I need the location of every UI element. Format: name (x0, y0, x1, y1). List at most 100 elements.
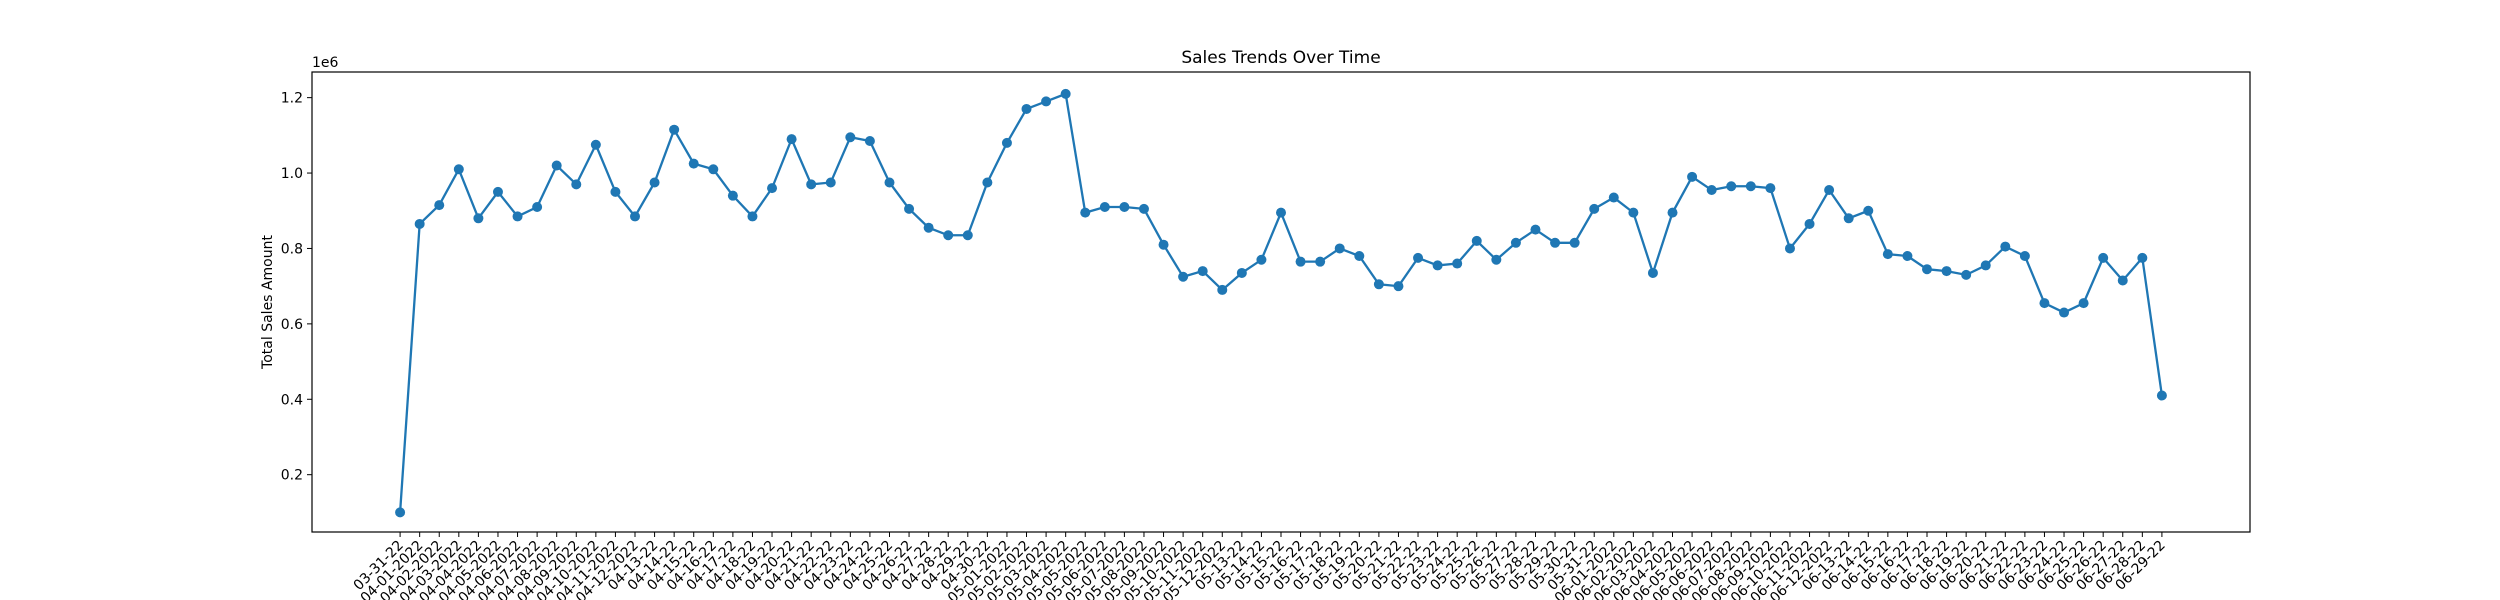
marker (864, 136, 875, 146)
marker (590, 139, 601, 150)
marker (2078, 298, 2089, 309)
marker (1647, 267, 1658, 278)
marker (1178, 271, 1189, 282)
marker (2059, 307, 2070, 318)
marker (1530, 224, 1541, 235)
marker (1843, 213, 1854, 224)
marker (1354, 251, 1365, 261)
marker (1863, 205, 1874, 216)
marker (473, 213, 484, 224)
marker (1784, 243, 1795, 254)
marker (1589, 203, 1600, 214)
marker (2019, 251, 2030, 261)
marker (943, 230, 954, 241)
marker (1119, 201, 1130, 212)
marker (1902, 251, 1913, 261)
marker (2137, 252, 2148, 263)
marker (982, 177, 993, 188)
marker (1236, 267, 1247, 278)
marker (532, 201, 543, 212)
marker (1041, 96, 1052, 107)
y-tick-label: 0.6 (281, 317, 303, 333)
marker (2098, 252, 2109, 263)
y-offset-label: 1e6 (312, 55, 339, 71)
y-tick-label: 0.8 (281, 241, 303, 257)
marker (884, 177, 895, 188)
marker (1491, 254, 1502, 265)
marker (727, 190, 738, 201)
marker (1706, 185, 1717, 196)
marker (1413, 252, 1424, 263)
marker (1295, 256, 1306, 267)
marker (1804, 218, 1815, 229)
marker (1276, 207, 1286, 218)
marker (1922, 264, 1932, 275)
y-tick-label: 1.0 (281, 166, 303, 182)
marker (1021, 103, 1032, 114)
marker (2000, 241, 2011, 252)
marker (1099, 201, 1110, 212)
marker (1569, 237, 1580, 248)
marker (414, 218, 425, 229)
line (398, 92, 2164, 513)
marker (669, 124, 680, 135)
marker (1471, 235, 1482, 246)
marker (845, 132, 856, 143)
marker (1334, 243, 1345, 254)
marker (1726, 181, 1737, 192)
marker (1060, 88, 1071, 99)
marker (1824, 185, 1835, 196)
marker (395, 507, 406, 518)
marker (1961, 269, 1972, 280)
marker (825, 177, 836, 188)
marker (610, 186, 621, 197)
marker (806, 179, 817, 190)
marker (1745, 181, 1756, 192)
marker (1687, 171, 1698, 182)
marker (1217, 284, 1228, 295)
marker (1765, 183, 1776, 194)
plot-frame (311, 71, 2251, 533)
marker (962, 230, 973, 241)
marker (1393, 281, 1404, 292)
marker (1080, 207, 1091, 218)
marker (512, 211, 523, 222)
marker (1452, 258, 1463, 269)
y-tick-label: 0.4 (281, 392, 303, 408)
marker (1882, 249, 1893, 260)
marker (1550, 237, 1561, 248)
marker (1256, 254, 1267, 265)
marker (708, 164, 719, 175)
marker (492, 186, 503, 197)
chart-title: Sales Trends Over Time (1181, 48, 1380, 68)
y-tick-label: 0.2 (281, 468, 303, 484)
marker (688, 158, 699, 169)
marker (2117, 275, 2128, 286)
marker (767, 183, 778, 194)
marker (923, 222, 934, 233)
marker (2039, 298, 2050, 309)
marker (1138, 203, 1149, 214)
marker (551, 160, 562, 171)
marker (1628, 207, 1639, 218)
marker (571, 179, 582, 190)
marker (1667, 207, 1678, 218)
marker (1001, 137, 1012, 148)
marker (434, 200, 445, 211)
marker (1980, 260, 1991, 271)
y-tick-label: 1.2 (281, 91, 303, 107)
marker (747, 211, 758, 222)
marker (904, 203, 915, 214)
marker (1315, 256, 1326, 267)
marker (786, 134, 797, 145)
marker (1373, 279, 1384, 290)
marker (1158, 239, 1169, 250)
marker (1608, 192, 1619, 203)
marker (1432, 260, 1443, 271)
marker (649, 177, 660, 188)
marker (1941, 266, 1952, 277)
marker (2156, 390, 2167, 401)
y-axis-label: Total Sales Amount (260, 235, 276, 370)
marker (453, 164, 464, 175)
